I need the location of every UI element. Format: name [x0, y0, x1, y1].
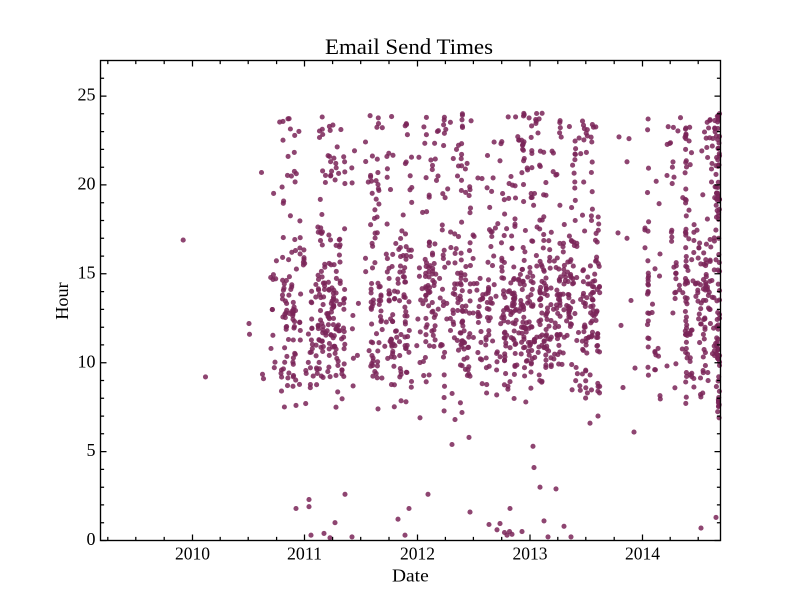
svg-text:2011: 2011 [287, 543, 322, 563]
svg-text:2012: 2012 [400, 543, 435, 563]
svg-text:25: 25 [78, 85, 96, 105]
svg-text:10: 10 [78, 351, 96, 371]
svg-text:20: 20 [78, 174, 96, 194]
svg-text:2014: 2014 [625, 543, 660, 563]
svg-text:Date: Date [392, 565, 429, 585]
svg-text:2013: 2013 [513, 543, 548, 563]
svg-text:0: 0 [87, 529, 96, 549]
svg-text:15: 15 [78, 262, 96, 282]
svg-text:5: 5 [87, 440, 96, 460]
svg-text:Email Send Times: Email Send Times [325, 34, 493, 59]
svg-text:Hour: Hour [52, 282, 72, 320]
svg-text:2010: 2010 [175, 543, 210, 563]
